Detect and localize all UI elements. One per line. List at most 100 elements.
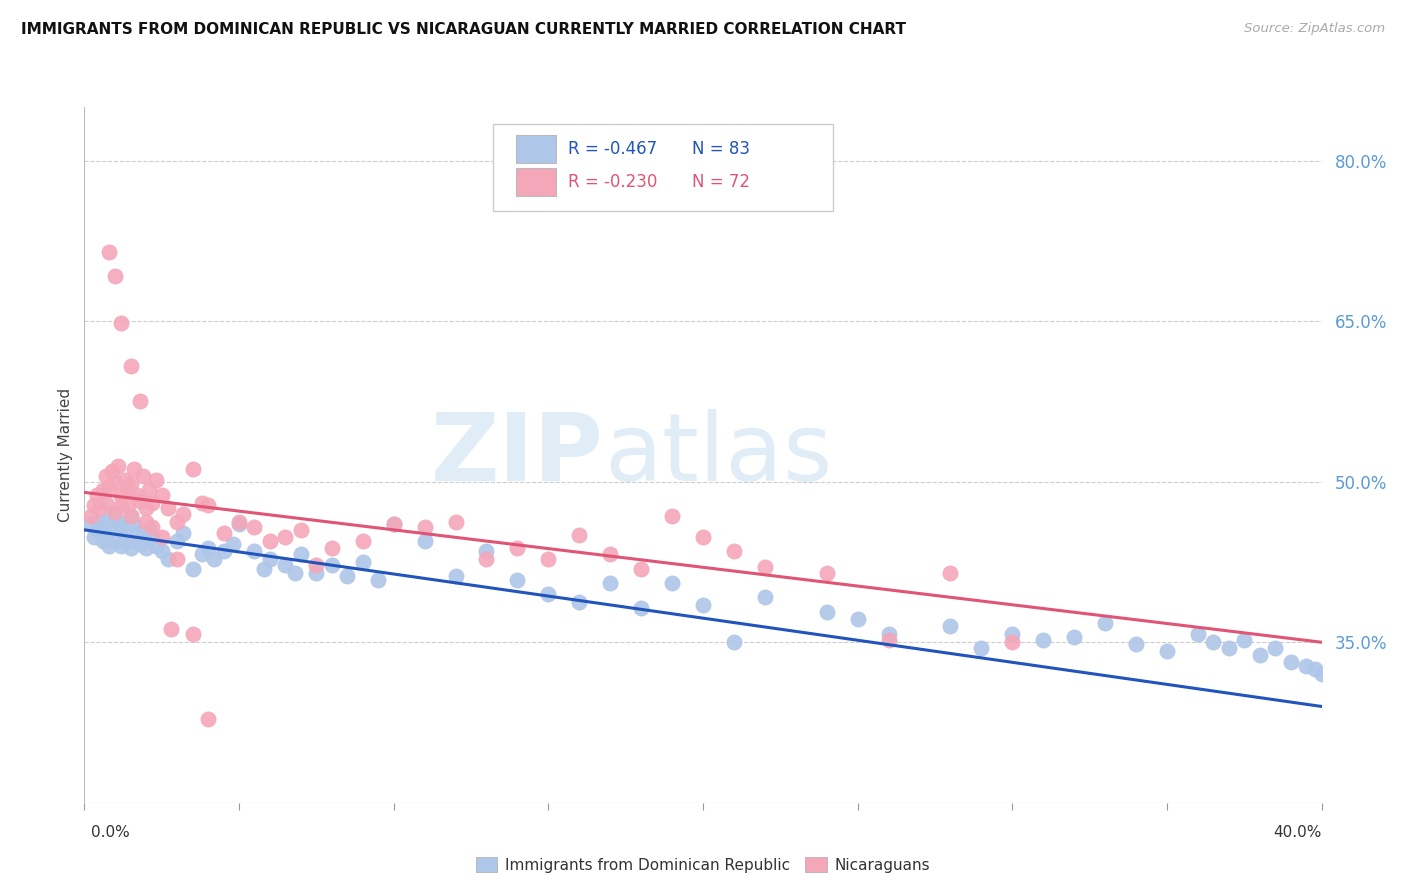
Point [191,548,214,562]
Point [107,516,129,530]
Point [197,712,219,726]
Point [120,508,142,523]
Point [110,498,132,512]
Point [86,487,108,501]
Point [506,541,529,555]
Point [117,483,139,498]
Point [1218,640,1240,655]
Point [1187,626,1209,640]
Point [1001,635,1024,649]
Point [939,566,962,580]
Point [86,523,108,537]
Point [274,558,297,573]
Point [79,508,101,523]
Point [125,526,148,541]
Point [89,501,111,516]
Point [110,519,132,533]
Point [1264,640,1286,655]
Point [89,516,111,530]
Point [228,516,250,530]
Point [114,473,136,487]
Bar [516,169,555,196]
Point [141,530,163,544]
Point [135,501,157,516]
Point [290,523,312,537]
Point [243,544,266,558]
Point [723,635,745,649]
Point [91,519,114,533]
Point [110,316,132,330]
Text: ZIP: ZIP [432,409,605,501]
Text: N = 83: N = 83 [692,140,749,158]
Legend: Immigrants from Dominican Republic, Nicaraguans: Immigrants from Dominican Republic, Nica… [470,850,936,879]
Point [120,508,142,523]
Point [114,526,136,541]
Point [101,464,124,478]
Point [132,469,155,483]
Point [1233,633,1256,648]
Point [91,483,114,498]
Text: 0.0%: 0.0% [91,825,131,839]
Text: R = -0.467: R = -0.467 [568,140,657,158]
Point [259,551,281,566]
Point [181,562,204,576]
Point [321,558,343,573]
Point [537,551,560,566]
Point [754,560,776,574]
Point [877,633,900,648]
Point [172,507,194,521]
Point [382,517,405,532]
Point [110,539,132,553]
Text: N = 72: N = 72 [692,173,749,191]
Point [661,576,683,591]
Point [599,576,621,591]
Point [846,612,869,626]
Point [1001,626,1024,640]
Point [110,487,132,501]
Point [877,626,900,640]
Point [1249,648,1271,662]
Point [305,566,328,580]
Point [692,598,714,612]
Point [754,591,776,605]
Point [1032,633,1054,648]
Point [970,640,993,655]
Point [91,533,114,548]
Point [83,530,105,544]
Point [181,462,204,476]
Point [122,462,145,476]
Point [150,530,173,544]
Point [129,494,152,508]
Point [202,551,225,566]
Point [1295,658,1317,673]
Point [156,551,179,566]
Point [259,533,281,548]
Point [138,483,160,498]
Point [537,587,560,601]
Point [1305,662,1327,676]
Point [160,623,183,637]
Point [692,530,714,544]
Point [444,569,467,583]
Point [129,394,152,409]
Point [336,569,359,583]
Point [243,519,266,533]
Point [94,469,117,483]
Point [98,244,121,259]
Point [1202,635,1225,649]
Point [181,626,204,640]
Point [197,498,219,512]
Text: R = -0.230: R = -0.230 [568,173,658,191]
Point [1094,615,1116,630]
Point [1125,637,1147,651]
Point [382,517,405,532]
Point [135,516,157,530]
Point [284,566,307,580]
Point [166,516,188,530]
Point [197,541,219,555]
Text: Source: ZipAtlas.com: Source: ZipAtlas.com [1244,22,1385,36]
Point [815,566,838,580]
Point [122,517,145,532]
FancyBboxPatch shape [492,124,832,211]
Point [98,480,121,494]
